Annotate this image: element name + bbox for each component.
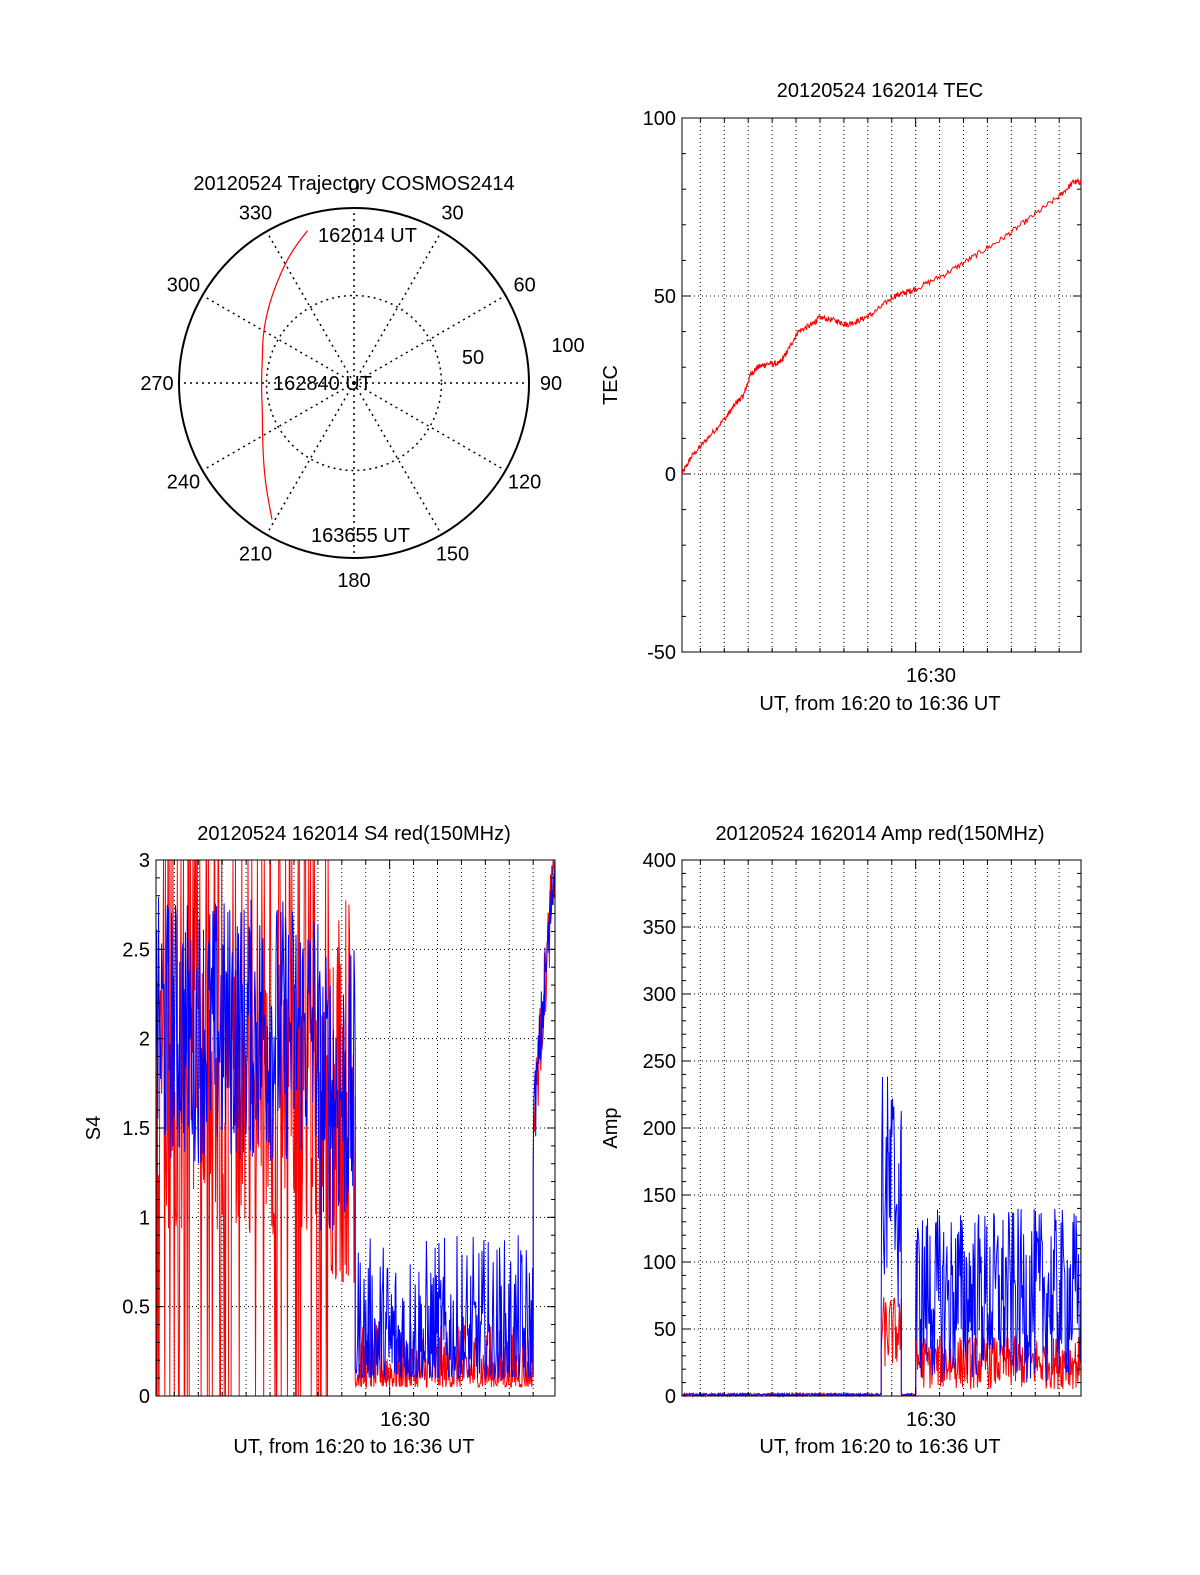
polar-angle-label: 150 [436,544,469,566]
polar-radius-label-100: 100 [551,335,584,357]
tec-panel: 20120524 162014 TEC -50 0 50 100 16:30 UT, … [600,80,1082,715]
amp-ylabel: Amp [600,1107,622,1148]
y-tick-label: 50 [654,286,676,308]
plot-frame [681,117,1082,653]
polar-angle-label: 180 [337,570,370,592]
polar-angle-label: 300 [167,275,200,297]
polar-spoke [202,294,355,384]
tec-ylabel: TEC [600,365,622,405]
polar-angle-label: 30 [441,202,463,224]
s4-title: 20120524 162014 S4 red(150MHz) [197,823,511,845]
y-tick-label: 0.5 [122,1297,150,1319]
plot-frame [681,859,1082,1397]
polar-angle-label: 0 [348,176,359,198]
y-tick-label: 50 [654,1319,676,1341]
s4-ylabel: S4 [83,1116,105,1140]
amp-series [681,1076,1082,1398]
y-tick-label: 0 [139,1386,150,1408]
tec-xtick-label: 16:30 [906,665,956,687]
trajectory-start-label: 162014 UT [318,225,417,247]
y-tick-label: 150 [643,1185,676,1207]
y-tick-label: 3 [139,850,150,872]
amp-xlabel: UT, from 16:20 to 16:36 UT [759,1436,1000,1458]
polar-outer-circle [178,207,530,559]
tec-line [681,177,1082,475]
polar-angle-label: 120 [508,472,541,494]
amp-xtick-label: 16:30 [906,1409,956,1431]
y-tick-label: 300 [643,984,676,1006]
y-tick-label: 400 [643,850,676,872]
red-series-line [155,859,556,1397]
polar-angle-label: 90 [540,373,562,395]
y-tick-label: 200 [643,1118,676,1140]
blue-series-line [155,859,556,1380]
polar-angle-labels: 0 30 60 90 120 150 180 210 240 270 300 330 [140,176,562,592]
y-tick-label: -50 [647,642,676,664]
tec-axes: -50 0 50 100 [643,108,1082,664]
polar-angle-label: 60 [513,275,535,297]
polar-spoke [265,382,355,535]
trajectory-line [260,230,308,520]
polar-angle-label: 240 [167,472,200,494]
polar-angle-label: 210 [239,544,272,566]
s4-panel: 20120524 162014 S4 red(150MHz) 0 0.5 1 1.5 2… [83,823,556,1458]
polar-spoke [353,294,506,384]
y-tick-label: 1 [139,1207,150,1229]
y-tick-label: 2 [139,1029,150,1051]
y-tick-label: 1.5 [122,1118,150,1140]
s4-xlabel: UT, from 16:20 to 16:36 UT [233,1436,474,1458]
polar-spoke [353,382,443,535]
y-tick-label: 350 [643,917,676,939]
y-tick-label: 100 [643,1252,676,1274]
polar-grid-circle [265,294,443,472]
amp-axes: 0 50 100 150 200 250 300 350 400 [643,850,1082,1408]
y-tick-label: 0 [665,464,676,486]
tec-xlabel: UT, from 16:20 to 16:36 UT [759,693,1000,715]
polar-spoke [265,231,355,384]
polar-spoke [202,382,355,472]
polar-spoke [353,382,506,472]
plot-frame [155,859,556,1397]
polar-spoke [353,231,443,384]
trajectory-mid-label: 162840 UT [273,373,372,395]
tec-series [681,177,1082,475]
blue-series-line [681,1076,1082,1398]
polar-radius-label-50: 50 [462,347,484,369]
amp-panel: 20120524 162014 Amp red(150MHz) 0 50 100 15… [600,823,1082,1458]
polar-trajectory-plot: 20120524 Trajectory COSMOS2414 0 30 60 90 12… [140,173,584,592]
s4-series [155,859,556,1397]
trajectory-end-label: 163655 UT [311,525,410,547]
tec-title: 20120524 162014 TEC [777,80,983,102]
polar-title: 20120524 Trajectory COSMOS2414 [193,173,514,195]
y-tick-label: 0 [665,1386,676,1408]
s4-axes: 0 0.5 1 1.5 2 2.5 3 [122,850,556,1408]
s4-xtick-label: 16:30 [380,1409,430,1431]
polar-angle-label: 330 [239,202,272,224]
tec-grid [682,118,1081,652]
amp-title: 20120524 162014 Amp red(150MHz) [715,823,1044,845]
polar-grid [179,208,529,558]
polar-angle-label: 270 [140,373,173,395]
y-tick-label: 250 [643,1051,676,1073]
y-tick-label: 2.5 [122,939,150,961]
y-tick-label: 100 [643,108,676,130]
